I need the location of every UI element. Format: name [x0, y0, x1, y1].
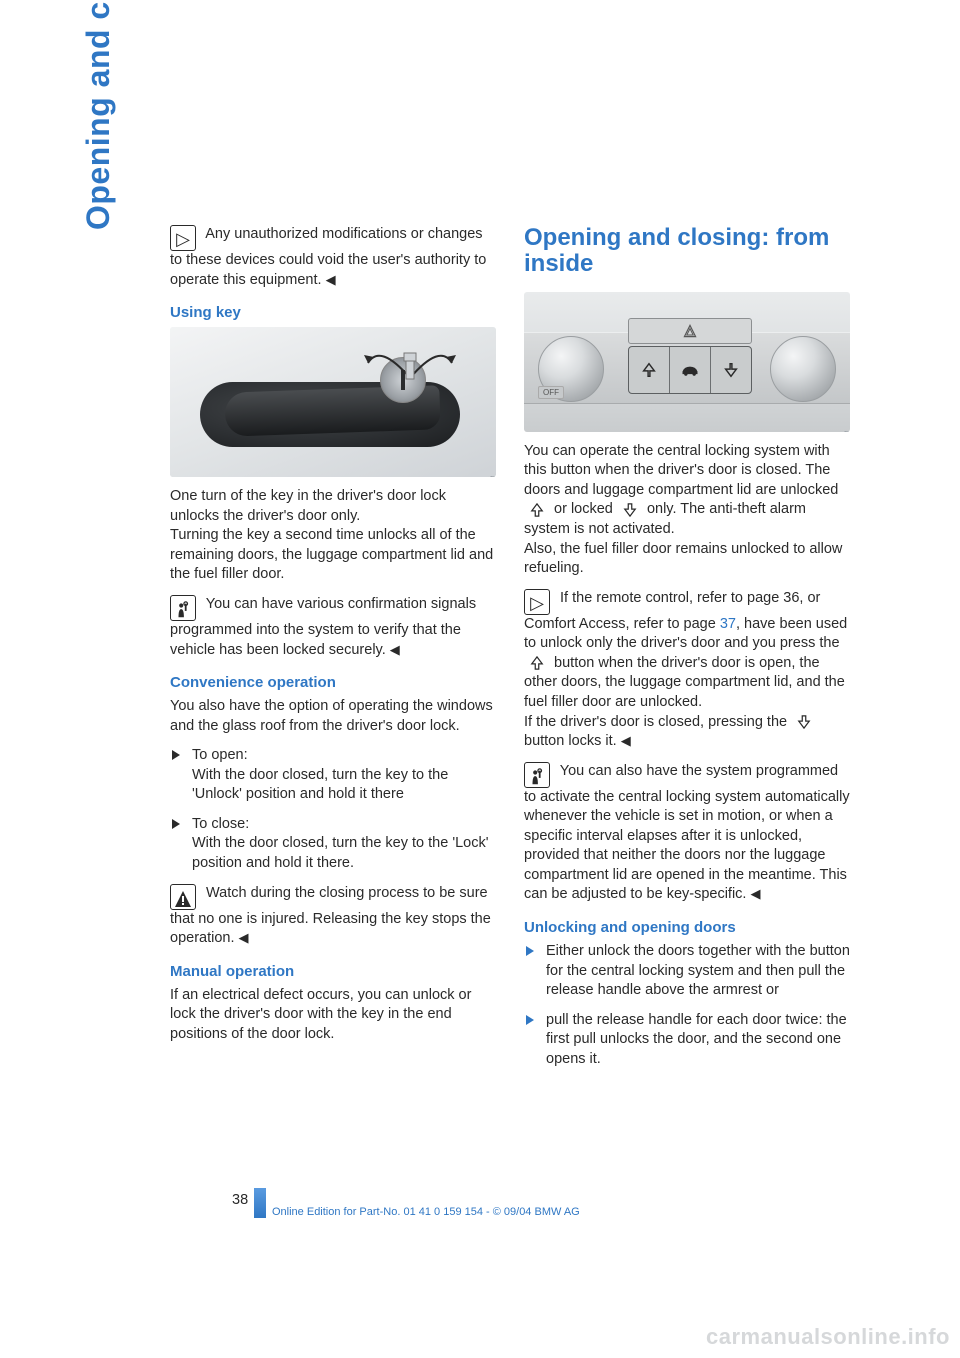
warning-closing: Watch during the closing process to be s…	[170, 884, 496, 949]
heading-opening-inside: Opening and closing: from inside	[524, 225, 850, 278]
list-item: To open: With the door closed, turn the …	[170, 746, 496, 805]
unlock-symbol-icon	[629, 347, 670, 393]
note-confirmation-text: You can have various confirmation signal…	[170, 596, 476, 658]
triangle-bullet-icon	[526, 946, 534, 956]
person-key-icon	[524, 762, 550, 788]
note-remote: ▷ If the remote control, refer to page 3…	[524, 589, 850, 752]
rotary-knob-right	[770, 336, 836, 402]
paragraph-key-turn: One turn of the key in the driver's door…	[170, 487, 496, 585]
left-column: ▷ Any unauthorized modifications or chan…	[170, 225, 496, 1079]
section-tab: Opening and closing	[80, 0, 117, 230]
list-item-text: pull the release handle for each door tw…	[546, 1012, 847, 1067]
content-area: ▷ Any unauthorized modifications or chan…	[170, 225, 850, 1079]
footer-text: Online Edition for Part-No. 01 41 0 159 …	[272, 1206, 580, 1218]
text-fragment: You can operate the central locking syst…	[524, 443, 838, 498]
end-mark-icon: ◀	[751, 885, 761, 903]
play-icon: ▷	[170, 225, 196, 251]
list-item-text: To open: With the door closed, turn the …	[192, 747, 448, 802]
lock-button-cluster	[628, 346, 752, 394]
page-number: 38	[232, 1192, 248, 1208]
text-fragment: or locked	[554, 501, 613, 517]
paragraph-manual: If an electrical defect occurs, you can …	[170, 986, 496, 1045]
car-symbol-icon	[670, 347, 711, 393]
heading-manual: Manual operation	[170, 963, 496, 980]
play-icon: ▷	[524, 589, 550, 615]
key-turn-arrows-icon	[360, 333, 460, 383]
lock-symbol-icon	[711, 347, 751, 393]
figure2-code: MW037CBM	[843, 430, 850, 432]
list-convenience: To open: With the door closed, turn the …	[170, 746, 496, 873]
warning-icon	[170, 884, 196, 910]
note-program: You can also have the system programmed …	[524, 762, 850, 905]
off-label: OFF	[538, 386, 564, 399]
triangle-bullet-icon	[172, 819, 180, 829]
list-item-text: To close: With the door closed, turn the…	[192, 816, 489, 871]
end-mark-icon: ◀	[621, 732, 631, 750]
list-item: pull the release handle for each door tw…	[524, 1011, 850, 1070]
heading-using-key: Using key	[170, 304, 496, 321]
lock-arrow-icon	[795, 715, 813, 729]
page-number-tick	[254, 1188, 266, 1218]
page: Opening and closing ▷ Any unauthorized m…	[0, 0, 960, 1358]
end-mark-icon: ◀	[326, 271, 336, 289]
note-remote-text: If the remote control, refer to page 36,…	[524, 590, 847, 749]
warning-text: Watch during the closing process to be s…	[170, 885, 491, 947]
note-program-text: You can also have the system programmed …	[524, 763, 850, 903]
list-item: To close: With the door closed, turn the…	[170, 815, 496, 874]
hazard-button	[628, 318, 752, 344]
text-fragment: button locks it.	[524, 733, 617, 749]
figure-door-handle: MW034CBM	[170, 327, 496, 477]
note-modifications: ▷ Any unauthorized modifications or chan…	[170, 225, 496, 290]
list-unlocking: Either unlock the doors together with th…	[524, 942, 850, 1069]
note-confirmation: You can have various confirmation signal…	[170, 595, 496, 660]
watermark: carmanualsonline.info	[706, 1324, 950, 1350]
heading-unlocking: Unlocking and opening doors	[524, 919, 850, 936]
paragraph-convenience: You also have the option of operating th…	[170, 697, 496, 736]
unlock-arrow-icon	[528, 503, 546, 517]
paragraph-central-lock: You can operate the central locking syst…	[524, 442, 850, 579]
triangle-bullet-icon	[172, 750, 180, 760]
page-link-37[interactable]: 37	[720, 616, 736, 632]
figure-center-console: OFF MW037C	[524, 292, 850, 432]
list-item: Either unlock the doors together with th…	[524, 942, 850, 1001]
person-key-icon	[170, 595, 196, 621]
triangle-bullet-icon	[526, 1015, 534, 1025]
end-mark-icon: ◀	[239, 929, 249, 947]
right-column: Opening and closing: from inside OFF	[524, 225, 850, 1079]
two-column-layout: ▷ Any unauthorized modifications or chan…	[170, 225, 850, 1079]
unlock-arrow-icon	[528, 656, 546, 670]
list-item-text: Either unlock the doors together with th…	[546, 943, 850, 998]
end-mark-icon: ◀	[390, 641, 400, 659]
lock-arrow-icon	[621, 503, 639, 517]
figure1-code: MW034CBM	[489, 475, 496, 477]
heading-convenience: Convenience operation	[170, 674, 496, 691]
